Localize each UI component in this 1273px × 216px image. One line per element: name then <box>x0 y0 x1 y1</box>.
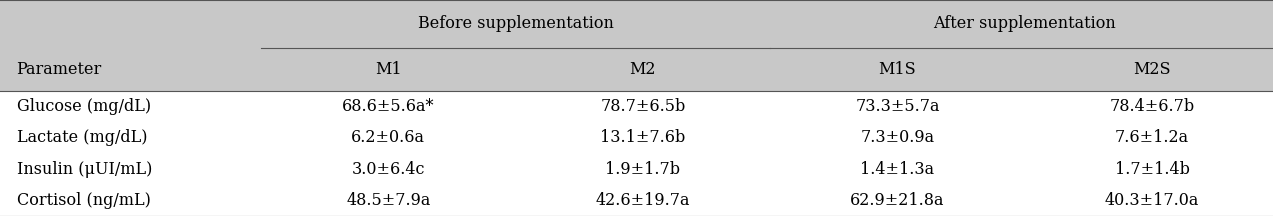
Text: 3.0±6.4c: 3.0±6.4c <box>351 160 425 178</box>
Text: 48.5±7.9a: 48.5±7.9a <box>346 192 430 209</box>
Text: M2S: M2S <box>1133 61 1171 78</box>
Text: Parameter: Parameter <box>17 61 102 78</box>
Bar <box>0 185 1273 216</box>
Text: 1.7±1.4b: 1.7±1.4b <box>1115 160 1189 178</box>
Bar <box>0 122 1273 153</box>
Bar <box>0 153 1273 185</box>
Text: 6.2±0.6a: 6.2±0.6a <box>351 129 425 146</box>
Text: Before supplementation: Before supplementation <box>418 15 614 32</box>
Text: 62.9±21.8a: 62.9±21.8a <box>850 192 945 209</box>
Bar <box>0 0 1273 48</box>
Text: 7.6±1.2a: 7.6±1.2a <box>1115 129 1189 146</box>
Text: 68.6±5.6a*: 68.6±5.6a* <box>342 98 434 115</box>
Text: 73.3±5.7a: 73.3±5.7a <box>855 98 939 115</box>
Text: Lactate (mg/dL): Lactate (mg/dL) <box>17 129 148 146</box>
Text: 78.4±6.7b: 78.4±6.7b <box>1110 98 1194 115</box>
Text: Glucose (mg/dL): Glucose (mg/dL) <box>17 98 150 115</box>
Text: After supplementation: After supplementation <box>933 15 1116 32</box>
Text: 1.4±1.3a: 1.4±1.3a <box>861 160 934 178</box>
Text: 7.3±0.9a: 7.3±0.9a <box>861 129 934 146</box>
Text: M1S: M1S <box>878 61 917 78</box>
Text: M1: M1 <box>376 61 401 78</box>
Text: 1.9±1.7b: 1.9±1.7b <box>606 160 680 178</box>
Text: 42.6±19.7a: 42.6±19.7a <box>596 192 690 209</box>
Bar <box>0 48 1273 91</box>
Text: Insulin (μUI/mL): Insulin (μUI/mL) <box>17 160 151 178</box>
Text: M2: M2 <box>630 61 656 78</box>
Text: 13.1±7.6b: 13.1±7.6b <box>601 129 685 146</box>
Text: 78.7±6.5b: 78.7±6.5b <box>601 98 685 115</box>
Text: 40.3±17.0a: 40.3±17.0a <box>1105 192 1199 209</box>
Text: Cortisol (ng/mL): Cortisol (ng/mL) <box>17 192 150 209</box>
Bar <box>0 91 1273 122</box>
